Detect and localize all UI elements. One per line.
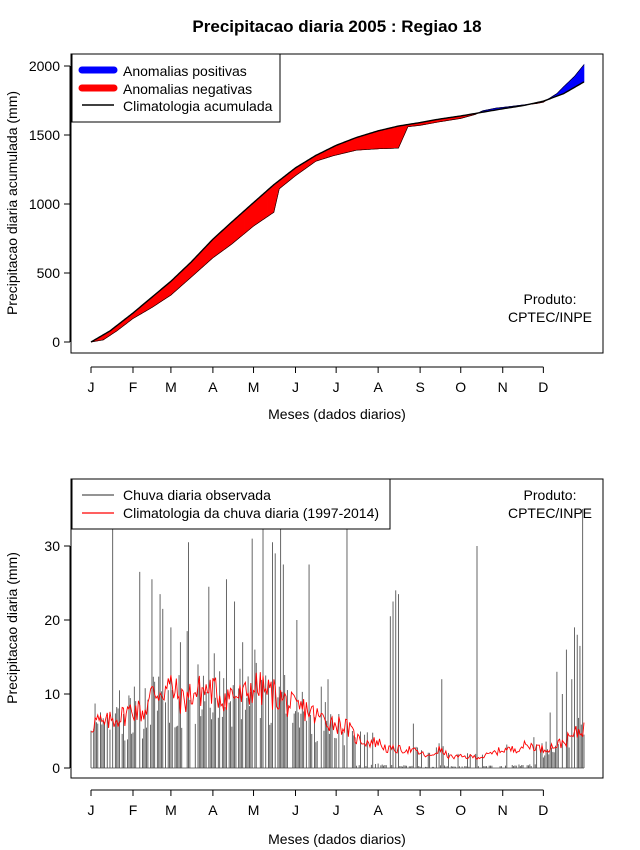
y-tick-label: 20 [44, 612, 60, 628]
x-tick-label: J [333, 802, 340, 818]
climatology-rain-line [90, 672, 585, 761]
observed-cumulative-line [90, 64, 585, 343]
x-tick-label: J [88, 379, 95, 395]
x-tick-label: D [538, 379, 548, 395]
x-tick-label: A [373, 802, 383, 818]
x-axis-label: Meses (dados diarios) [268, 406, 406, 422]
legend-label-positive: Anomalias positivas [123, 63, 247, 79]
product-label: Produto: [524, 291, 577, 307]
y-axis: 0 500 1000 1500 2000 [29, 58, 71, 350]
y-tick-label: 0 [52, 760, 60, 776]
plot-frame [70, 53, 604, 354]
x-tick-label: M [248, 802, 260, 818]
x-tick-label: S [415, 379, 424, 395]
legend-label-climatology: Climatologia acumulada [123, 98, 273, 114]
x-tick-label: J [292, 802, 299, 818]
x-tick-label: F [129, 802, 138, 818]
y-tick-label: 30 [44, 538, 60, 554]
y-tick-label: 2000 [29, 58, 60, 74]
x-tick-label: F [129, 379, 138, 395]
x-tick-label: N [498, 802, 508, 818]
y-axis-label: Precipitacao diaria acumulada (mm) [4, 91, 20, 315]
product-source: CPTEC/INPE [508, 505, 592, 521]
y-tick-label: 1000 [29, 196, 60, 212]
y-tick-label: 10 [44, 686, 60, 702]
x-tick-label: O [455, 379, 466, 395]
legend: Anomalias positivas Anomalias negativas … [71, 53, 281, 123]
x-tick-label: D [538, 802, 548, 818]
chart-title: Precipitacao diaria 2005 : Regiao 18 [192, 17, 481, 36]
x-tick-label: M [248, 379, 260, 395]
cumulative-chart: 0 500 1000 1500 2000 J F M A M J J A S O N D Precipitac… [4, 53, 604, 422]
y-tick-label: 0 [52, 334, 60, 350]
x-tick-label: O [455, 802, 466, 818]
positive-anomaly-segment [582, 63, 585, 84]
legend-label-negative: Anomalias negativas [123, 81, 252, 97]
y-axis: 0 10 20 30 [44, 538, 71, 776]
legend-label-observed: Chuva diaria observada [123, 487, 271, 503]
product-source: CPTEC/INPE [508, 309, 592, 325]
legend-label-climatology: Climatologia da chuva diaria (1997-2014) [123, 505, 379, 521]
observed-rain-bars [90, 509, 585, 769]
x-tick-label: N [498, 379, 508, 395]
x-tick-label: J [88, 802, 95, 818]
daily-rain-chart: 0 10 20 30 J F M A M J J A S O N D Precipitacao diaria… [4, 478, 604, 847]
climatology-line [90, 81, 585, 343]
x-tick-label: A [208, 802, 218, 818]
x-tick-label: A [373, 379, 383, 395]
y-tick-label: 1500 [29, 127, 60, 143]
legend-box [71, 478, 391, 530]
y-tick-label: 500 [37, 265, 61, 281]
x-tick-label: J [333, 379, 340, 395]
x-axis-label: Meses (dados diarios) [268, 831, 406, 847]
product-label: Produto: [524, 487, 577, 503]
x-tick-label: M [165, 379, 177, 395]
x-tick-label: S [415, 802, 424, 818]
x-tick-label: M [165, 802, 177, 818]
x-tick-label: J [292, 379, 299, 395]
legend: Chuva diaria observada Climatologia da c… [71, 478, 391, 530]
x-tick-label: A [208, 379, 218, 395]
y-axis-label: Precipitacao diaria (mm) [4, 552, 20, 704]
